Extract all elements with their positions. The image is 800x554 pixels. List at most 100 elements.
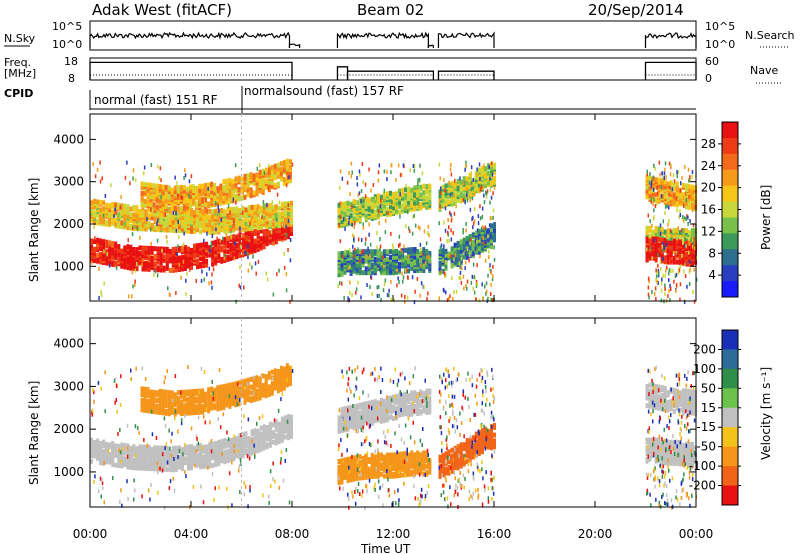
heat-cell bbox=[205, 241, 209, 247]
heat-speckle bbox=[465, 284, 467, 289]
heat-cell bbox=[180, 255, 184, 260]
heat-cell bbox=[161, 389, 165, 395]
heat-cell bbox=[282, 159, 286, 165]
heat-cell bbox=[129, 248, 133, 254]
freq-left-label-2: [MHz] bbox=[4, 67, 36, 80]
heat-cell bbox=[385, 191, 389, 197]
heat-cell bbox=[277, 232, 281, 238]
heat-cell bbox=[111, 254, 115, 260]
heat-cell bbox=[453, 197, 457, 203]
heat-speckle bbox=[646, 169, 648, 174]
heat-cell bbox=[364, 256, 368, 262]
heat-speckle bbox=[399, 242, 401, 247]
heat-speckle bbox=[158, 176, 160, 180]
heat-cell bbox=[99, 207, 103, 213]
heat-speckle bbox=[341, 254, 344, 259]
heat-cell bbox=[173, 185, 177, 191]
heat-cell bbox=[471, 232, 475, 238]
heat-cell bbox=[280, 219, 284, 225]
heat-speckle bbox=[355, 201, 358, 206]
heat-cell bbox=[282, 163, 286, 169]
heat-speckle bbox=[473, 207, 476, 211]
heat-cell bbox=[259, 425, 263, 431]
heat-cell bbox=[459, 187, 463, 193]
heat-speckle bbox=[353, 253, 355, 258]
heat-speckle bbox=[662, 219, 664, 224]
heat-speckle bbox=[694, 246, 696, 251]
heat-speckle bbox=[450, 254, 453, 259]
heat-speckle bbox=[210, 241, 213, 246]
heat-speckle bbox=[472, 225, 474, 230]
heat-cell bbox=[99, 218, 103, 224]
heat-speckle bbox=[684, 243, 686, 248]
noise-series bbox=[89, 31, 697, 49]
heat-speckle bbox=[154, 269, 157, 274]
heat-cell bbox=[483, 183, 487, 189]
heat-cell bbox=[277, 439, 281, 445]
heat-cell bbox=[407, 268, 411, 274]
heat-cell bbox=[422, 264, 426, 270]
heat-cell bbox=[486, 228, 490, 234]
heat-speckle bbox=[462, 274, 465, 279]
heat-speckle bbox=[664, 287, 666, 291]
heat-speckle bbox=[353, 234, 355, 239]
heat-speckle bbox=[344, 226, 346, 231]
heat-cell bbox=[180, 209, 184, 215]
heat-cell bbox=[255, 392, 259, 398]
heat-speckle bbox=[360, 238, 363, 242]
heat-cell bbox=[240, 391, 244, 396]
heat-cell bbox=[144, 456, 148, 462]
heat-speckle bbox=[379, 247, 381, 252]
heat-cell bbox=[274, 211, 278, 217]
heat-cell bbox=[259, 446, 263, 452]
heat-speckle bbox=[288, 175, 290, 180]
heat-cell bbox=[149, 182, 153, 188]
heat-cell bbox=[223, 242, 227, 248]
heat-cell bbox=[438, 189, 442, 195]
heat-speckle bbox=[243, 285, 245, 290]
heat-speckle bbox=[463, 286, 465, 291]
heat-speckle bbox=[223, 256, 226, 261]
heat-cell bbox=[687, 184, 691, 190]
heat-speckle bbox=[676, 208, 678, 213]
heat-cell bbox=[271, 240, 275, 246]
colorbar-swatch bbox=[722, 233, 738, 250]
heat-speckle bbox=[161, 248, 163, 253]
heat-cell bbox=[370, 196, 374, 202]
heat-speckle bbox=[651, 229, 654, 234]
heat-cell bbox=[111, 241, 115, 246]
heat-cell bbox=[143, 407, 147, 413]
ytick-label: 2000 bbox=[53, 217, 84, 231]
heat-cell bbox=[196, 443, 200, 449]
heat-cell bbox=[174, 459, 178, 465]
heat-speckle bbox=[673, 179, 676, 184]
heat-speckle bbox=[675, 232, 677, 237]
heat-speckle bbox=[98, 266, 100, 271]
heat-speckle bbox=[402, 275, 405, 280]
heat-cell bbox=[117, 443, 121, 449]
heat-speckle bbox=[287, 248, 289, 252]
heat-cell bbox=[111, 218, 115, 224]
heat-speckle bbox=[417, 225, 420, 230]
heat-cell bbox=[395, 204, 398, 210]
heat-speckle bbox=[663, 246, 666, 250]
heat-speckle bbox=[289, 238, 292, 242]
heat-speckle bbox=[372, 183, 375, 187]
heat-cell bbox=[192, 406, 195, 412]
heat-cell bbox=[398, 194, 401, 200]
heat-cell bbox=[349, 201, 353, 207]
heat-cell bbox=[168, 212, 172, 218]
heat-cell bbox=[684, 252, 688, 257]
heat-speckle bbox=[664, 292, 666, 296]
heat-cell bbox=[150, 447, 154, 452]
heat-speckle bbox=[465, 222, 467, 227]
heat-speckle bbox=[657, 273, 660, 278]
heat-speckle bbox=[386, 169, 388, 174]
heat-cell bbox=[416, 185, 420, 190]
heat-cell bbox=[235, 254, 239, 260]
heat-speckle bbox=[662, 248, 665, 253]
heat-speckle bbox=[370, 274, 372, 279]
heat-speckle bbox=[356, 176, 358, 180]
heat-cell bbox=[216, 392, 220, 398]
heat-speckle bbox=[466, 247, 469, 252]
